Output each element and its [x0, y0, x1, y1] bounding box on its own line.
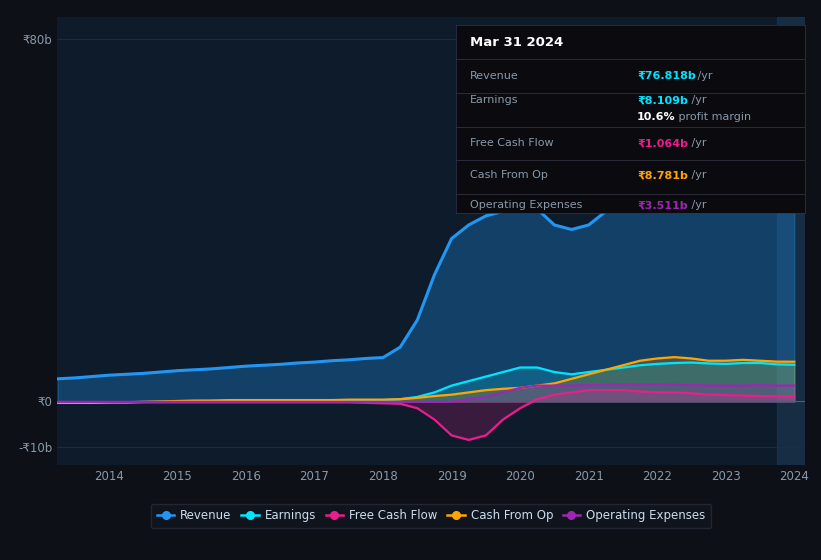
Text: ₹1.064b: ₹1.064b [637, 138, 688, 148]
Text: /yr: /yr [688, 95, 707, 105]
Text: Revenue: Revenue [470, 71, 518, 81]
Text: 10.6%: 10.6% [637, 112, 676, 122]
Text: Mar 31 2024: Mar 31 2024 [470, 36, 563, 49]
Text: ₹8.781b: ₹8.781b [637, 170, 688, 180]
Text: ₹3.511b: ₹3.511b [637, 200, 688, 211]
Legend: Revenue, Earnings, Free Cash Flow, Cash From Op, Operating Expenses: Revenue, Earnings, Free Cash Flow, Cash … [151, 503, 711, 528]
Text: Earnings: Earnings [470, 95, 518, 105]
Text: ₹76.818b: ₹76.818b [637, 71, 696, 81]
Text: Operating Expenses: Operating Expenses [470, 200, 582, 211]
Text: /yr: /yr [688, 138, 707, 148]
Text: /yr: /yr [688, 170, 707, 180]
Text: Free Cash Flow: Free Cash Flow [470, 138, 553, 148]
Text: /yr: /yr [688, 200, 707, 211]
Text: ₹8.109b: ₹8.109b [637, 95, 688, 105]
Text: Cash From Op: Cash From Op [470, 170, 548, 180]
Bar [777, 17, 805, 465]
Text: /yr: /yr [695, 71, 713, 81]
Text: profit margin: profit margin [676, 112, 751, 122]
